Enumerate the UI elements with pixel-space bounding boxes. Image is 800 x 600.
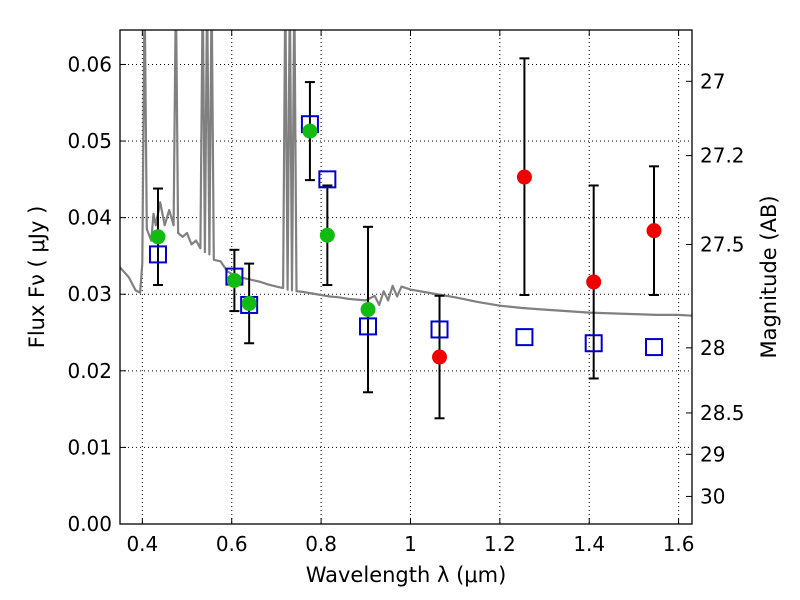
- x-tick-label: 1.6: [663, 532, 695, 556]
- x-tick-label: 1.2: [484, 532, 516, 556]
- green-circle-marker: [241, 295, 257, 311]
- y2-tick-label: 27.2: [700, 144, 745, 168]
- y-tick-label: 0.02: [67, 359, 112, 383]
- data-markers: [148, 115, 664, 365]
- red-circle-marker: [646, 223, 662, 239]
- y2-tick-label: 28.5: [700, 401, 745, 425]
- y2-tick-label: 29: [700, 442, 725, 466]
- y-tick-label: 0.01: [67, 435, 112, 459]
- model-spectrum: [120, 30, 692, 317]
- y2-tick-label: 27.5: [700, 232, 745, 256]
- y-axis-label: Flux Fν ( μJy ): [25, 206, 49, 349]
- square-marker: [148, 245, 167, 264]
- y-tick-label: 0.06: [67, 52, 112, 76]
- square-marker: [645, 338, 664, 357]
- y2-tick-label: 30: [700, 484, 725, 508]
- plot-frame: [119, 29, 693, 525]
- y-tick-label: 0.03: [67, 282, 112, 306]
- x-tick-label: 0.4: [126, 532, 158, 556]
- red-circle-marker: [516, 169, 532, 185]
- grid-lines: [120, 30, 692, 524]
- square-marker: [584, 334, 603, 353]
- square-marker: [359, 317, 378, 336]
- y2-axis-label: Magnitude (AB): [757, 195, 781, 358]
- green-circle-marker: [360, 302, 376, 318]
- y-tick-label: 0.00: [67, 512, 112, 536]
- green-circle-marker: [150, 229, 166, 245]
- x-tick-label: 0.8: [305, 532, 337, 556]
- x-tick-label: 1.4: [573, 532, 605, 556]
- y-tick-label: 0.04: [67, 206, 112, 230]
- red-circle-marker: [432, 349, 448, 365]
- y2-tick-label: 27: [700, 69, 725, 93]
- x-tick-label: 1: [404, 532, 417, 556]
- square-marker: [318, 170, 337, 189]
- y-axis-ticks: 0.00 0.01 0.02 0.03 0.04 0.05 0.06: [67, 52, 126, 536]
- green-circle-marker: [319, 227, 335, 243]
- square-marker: [430, 320, 449, 339]
- red-circle-marker: [586, 274, 602, 290]
- y2-tick-label: 28: [700, 336, 725, 360]
- square-marker: [515, 328, 534, 347]
- x-axis-ticks: 0.4 0.6 0.8 1 1.2 1.4 1.6: [126, 30, 695, 556]
- y-tick-label: 0.05: [67, 129, 112, 153]
- x-tick-label: 0.6: [216, 532, 248, 556]
- green-circle-marker: [226, 272, 242, 288]
- x-axis-label: Wavelength λ (μm): [306, 563, 507, 587]
- y2-axis-ticks: 27 27.2 27.5 28 28.5 29 30: [686, 69, 745, 508]
- green-circle-marker: [302, 123, 318, 139]
- model-spectrum-line: [120, 30, 692, 317]
